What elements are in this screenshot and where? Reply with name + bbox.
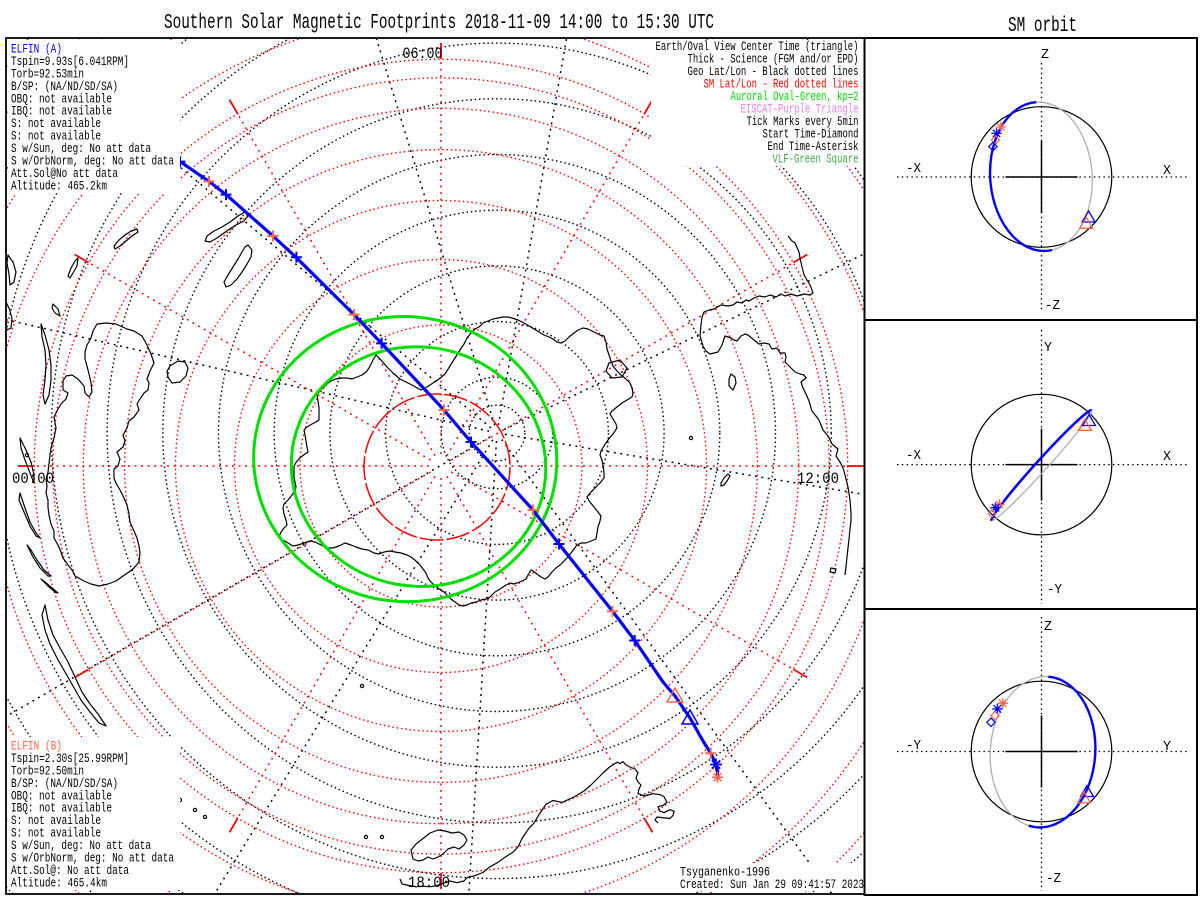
svg-text:End Time-Asterisk: End Time-Asterisk [768, 139, 859, 154]
svg-text:IBQ: not available: IBQ: not available [11, 801, 112, 816]
svg-text:X: X [1163, 449, 1172, 465]
svg-text:X: X [1163, 163, 1172, 179]
svg-text:Tspin=9.93s[6.041RPM]: Tspin=9.93s[6.041RPM] [11, 54, 129, 69]
svg-text:-X: -X [906, 161, 922, 177]
svg-text:S: not available: S: not available [11, 116, 101, 131]
svg-text:12:00: 12:00 [797, 470, 839, 488]
svg-text:S: not available: S: not available [11, 826, 101, 841]
svg-text:Y: Y [1163, 739, 1172, 755]
svg-text:-Y: -Y [906, 738, 922, 754]
svg-text:Start Time-Diamond: Start Time-Diamond [763, 127, 859, 142]
svg-text:Created: Sun Jan 29 09:41:57 2: Created: Sun Jan 29 09:41:57 2023 [680, 877, 864, 892]
svg-text:Torb=92.53min: Torb=92.53min [11, 66, 84, 81]
svg-text:Tick Marks every 5min: Tick Marks every 5min [747, 114, 859, 129]
svg-text:Earth/Oval View Center Time (t: Earth/Oval View Center Time (triangle) [656, 39, 859, 54]
svg-text:Att.Sol@No att data: Att.Sol@No att data [11, 166, 118, 181]
svg-text:EISCAT-Purple Triangle: EISCAT-Purple Triangle [741, 102, 859, 117]
svg-text:-Z: -Z [1046, 871, 1061, 887]
svg-text:Tsyganenko-1996: Tsyganenko-1996 [680, 865, 770, 880]
svg-text:06:00: 06:00 [403, 45, 443, 63]
svg-text:Thick - Science (FGM and/or EP: Thick - Science (FGM and/or EPD) [688, 52, 859, 67]
svg-text:SM Lat/Lon - Red dotted lines: SM Lat/Lon - Red dotted lines [704, 77, 859, 92]
svg-text:Tspin=2.30s[25.99RPM]: Tspin=2.30s[25.99RPM] [11, 751, 129, 766]
svg-text:OBQ: not available: OBQ: not available [11, 788, 112, 803]
svg-text:Att.Sol@: No att data: Att.Sol@: No att data [11, 863, 129, 878]
svg-text:Z: Z [1044, 619, 1052, 635]
svg-text:Altitude: 465.2km: Altitude: 465.2km [11, 178, 107, 193]
svg-text:VLF-Green Square: VLF-Green Square [773, 152, 859, 167]
svg-text:ELFIN (A): ELFIN (A) [11, 42, 62, 57]
svg-text:S w/OrbNorm, deg: No att data: S w/OrbNorm, deg: No att data [11, 851, 174, 866]
svg-text:-Y: -Y [1047, 582, 1063, 598]
svg-text:18:00: 18:00 [408, 874, 450, 892]
svg-text:S w/OrbNorm, deg: No att data: S w/OrbNorm, deg: No att data [11, 154, 174, 169]
svg-text:B/SP: (NA/ND/SD/SA): B/SP: (NA/ND/SD/SA) [11, 776, 118, 791]
svg-text:Geo Lat/Lon - Black dotted lin: Geo Lat/Lon - Black dotted lines [688, 64, 859, 79]
svg-text:Z: Z [1041, 47, 1049, 63]
svg-text:S: not available: S: not available [11, 129, 101, 144]
svg-text:IBQ: not available: IBQ: not available [11, 104, 112, 119]
svg-text:OBQ: not available: OBQ: not available [11, 91, 112, 106]
svg-text:S: not available: S: not available [11, 813, 101, 828]
svg-text:Y: Y [1044, 340, 1053, 356]
svg-text:ELFIN (B): ELFIN (B) [11, 739, 62, 754]
svg-text:Southern Solar Magnetic Footpr: Southern Solar Magnetic Footprints 2018-… [164, 12, 714, 35]
svg-text:-Z: -Z [1045, 298, 1060, 314]
svg-text:B/SP: (NA/ND/SD/SA): B/SP: (NA/ND/SD/SA) [11, 79, 118, 94]
svg-text:00:00: 00:00 [12, 470, 54, 488]
svg-text:Torb=92.50min: Torb=92.50min [11, 763, 84, 778]
svg-text:SM orbit: SM orbit [1008, 15, 1077, 38]
svg-text:S w/Sun, deg: No att data: S w/Sun, deg: No att data [11, 141, 151, 156]
svg-text:Auroral Oval-Green, kp=2: Auroral Oval-Green, kp=2 [731, 89, 859, 104]
svg-text:S w/Sun, deg: No att data: S w/Sun, deg: No att data [11, 838, 151, 853]
svg-text:-X: -X [906, 448, 922, 464]
svg-text:Altitude: 465.4km: Altitude: 465.4km [11, 875, 107, 890]
